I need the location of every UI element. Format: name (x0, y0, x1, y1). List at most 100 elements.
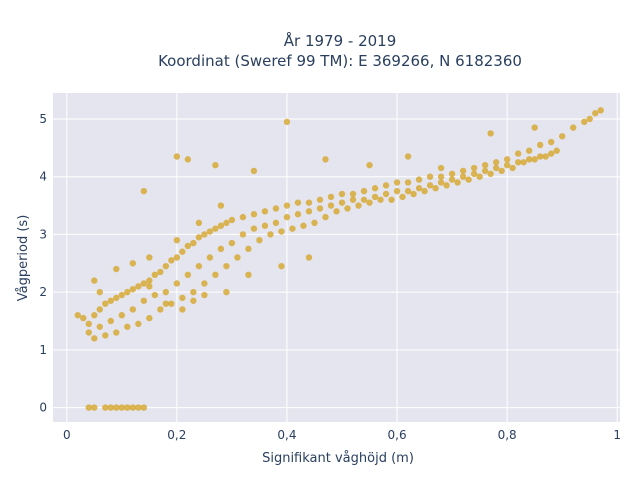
scatter-point (366, 161, 373, 169)
scatter-point (250, 225, 258, 232)
scatter-point (454, 179, 461, 186)
scatter-point (245, 271, 252, 279)
scatter-point (542, 153, 549, 160)
scatter-point (140, 297, 148, 304)
scatter-point (498, 167, 505, 175)
scatter-point (437, 173, 445, 180)
scatter-point (553, 147, 560, 154)
chart-title-line2: Koordinat (Sweref 99 TM): E 369266, N 61… (158, 52, 522, 70)
scatter-point (118, 404, 126, 411)
scatter-point (509, 164, 516, 172)
scatter-point (581, 118, 588, 126)
scatter-point (184, 242, 192, 250)
scatter-point (85, 404, 92, 411)
y-tick-label: 4 (39, 170, 47, 184)
scatter-point (465, 176, 472, 183)
scatter-point (190, 297, 197, 304)
scatter-point (437, 164, 445, 172)
scatter-point (113, 294, 120, 302)
scatter-point (261, 222, 269, 229)
scatter-point (305, 208, 313, 215)
scatter-point (514, 150, 522, 157)
scatter-point (443, 182, 450, 189)
scatter-point (107, 317, 115, 325)
scatter-point (201, 231, 208, 238)
scatter-point (272, 219, 280, 227)
scatter-point (162, 262, 170, 270)
scatter-point (74, 312, 81, 319)
x-tick-label: 0,4 (277, 428, 296, 442)
scatter-point (327, 202, 335, 209)
scatter-point (140, 187, 148, 195)
scatter-point (388, 196, 395, 203)
scatter-point (96, 323, 103, 330)
scatter-point (597, 107, 604, 114)
scatter-point (415, 185, 423, 192)
scatter-point (536, 153, 544, 160)
scatter-point (195, 219, 203, 227)
scatter-point (157, 268, 164, 276)
scatter-point (547, 150, 555, 157)
scatter-point (531, 156, 538, 163)
scatter-point (426, 182, 434, 189)
scatter-point (393, 179, 401, 186)
scatter-point (129, 404, 137, 411)
scatter-point (190, 239, 197, 247)
scatter-point (91, 312, 98, 319)
scatter-point (102, 404, 109, 411)
scatter-point (426, 173, 434, 180)
scatter-point (239, 231, 247, 238)
scatter-point (525, 147, 533, 154)
scatter-point (366, 199, 373, 206)
scatter-point (195, 234, 203, 241)
scatter-point (217, 222, 225, 229)
scatter-point (283, 213, 291, 221)
scatter-point (382, 190, 390, 198)
scatter-point (487, 170, 494, 178)
chart-title-line1: År 1979 - 2019 (284, 31, 397, 50)
scatter-point (481, 161, 489, 169)
scatter-point (459, 167, 467, 175)
scatter-point (85, 329, 92, 336)
scatter-point (102, 300, 109, 307)
scatter-point (168, 300, 175, 307)
y-tick-label: 1 (39, 343, 47, 357)
scatter-point (129, 260, 137, 267)
scatter-point (311, 219, 318, 227)
scatter-point (107, 297, 115, 304)
scatter-point (536, 141, 544, 149)
scatter-point (206, 254, 214, 261)
scatter-point (162, 288, 170, 296)
scatter-point (487, 130, 494, 137)
x-axis-label: Signifikant våghöjd (m) (262, 451, 414, 466)
scatter-point (124, 288, 131, 296)
scatter-point (514, 159, 522, 166)
scatter-point (470, 170, 478, 178)
scatter-point (173, 254, 181, 261)
scatter-point (261, 208, 269, 215)
y-tick-label: 2 (39, 285, 47, 299)
scatter-point (289, 225, 296, 232)
scatter-point (316, 196, 324, 203)
scatter-point (212, 161, 219, 169)
scatter-point (278, 228, 285, 235)
scatter-point (96, 306, 103, 313)
scatter-point (333, 208, 340, 215)
scatter-point (146, 277, 153, 284)
scatter-point (448, 176, 456, 183)
scatter-point (267, 231, 274, 238)
scatter-point (305, 199, 313, 206)
scatter-point (415, 176, 423, 183)
scatter-point (85, 320, 92, 328)
scatter-point (432, 185, 439, 192)
scatter-point (305, 254, 313, 261)
scatter-point (377, 196, 384, 203)
scatter-point (173, 153, 181, 160)
scatter-point (179, 306, 186, 313)
x-tick-label: 0 (63, 428, 71, 442)
scatter-point (223, 219, 230, 227)
scatter-point (151, 271, 159, 279)
scatter-point (129, 286, 137, 293)
scatter-point (206, 228, 214, 235)
